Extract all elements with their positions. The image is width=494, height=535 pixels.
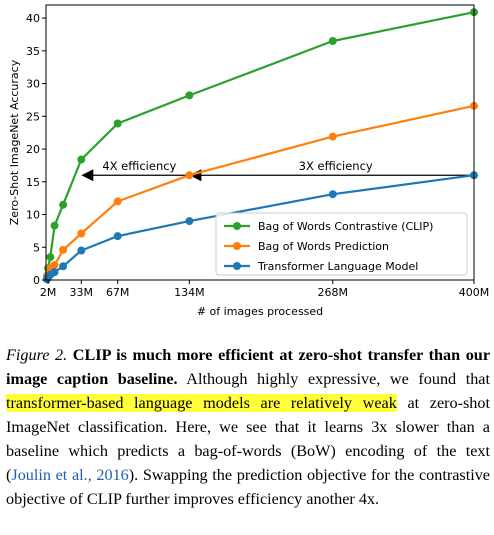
annotation-layer: 4X efficiency 3X efficiency bbox=[81, 159, 474, 182]
legend-swatch-marker bbox=[233, 242, 241, 250]
data-point bbox=[77, 229, 86, 238]
legend-swatch-marker bbox=[233, 262, 241, 270]
figure-label: Figure 2. bbox=[6, 346, 68, 364]
data-point bbox=[77, 155, 86, 164]
data-point bbox=[50, 268, 59, 277]
data-point bbox=[185, 91, 194, 100]
plot-frame bbox=[45, 4, 475, 281]
x-tick-label: 134M bbox=[174, 286, 205, 299]
data-point bbox=[328, 37, 337, 46]
data-point bbox=[185, 171, 194, 180]
data-point bbox=[50, 221, 59, 230]
data-point bbox=[328, 132, 337, 141]
y-tick-label: 15 bbox=[26, 176, 40, 189]
efficiency-arrow-head bbox=[81, 169, 94, 182]
accuracy-chart: 4X efficiency 3X efficiency 0 5 10 15 20 25 30 3… bbox=[8, 4, 489, 318]
legend-swatch-marker bbox=[233, 222, 241, 230]
data-point bbox=[59, 200, 68, 209]
caption-text-1: Although highly expressive, we found tha… bbox=[186, 370, 490, 388]
data-point bbox=[185, 217, 194, 226]
x-tick-label: 33M bbox=[70, 286, 94, 299]
x-tick-label: 400M bbox=[459, 286, 490, 299]
data-point bbox=[113, 232, 122, 241]
y-axis-label: Zero-Shot ImageNet Accuracy bbox=[8, 59, 21, 225]
y-tick-label: 35 bbox=[26, 45, 40, 58]
caption-text-2: at zero-shot ImageNet classification. He… bbox=[6, 394, 490, 484]
y-tick-label: 10 bbox=[26, 209, 40, 222]
data-point bbox=[46, 253, 55, 262]
y-tick-label: 0 bbox=[33, 274, 40, 287]
axis-ticks: 0 5 10 15 20 25 30 35 40 2M 33M 67M 134M 268M 400M bbox=[26, 12, 489, 299]
x-tick-label: 268M bbox=[318, 286, 349, 299]
y-tick-label: 30 bbox=[26, 78, 40, 91]
data-point bbox=[50, 260, 59, 269]
x-axis-label: # of images processed bbox=[197, 305, 323, 318]
legend-entry: Bag of Words Contrastive (CLIP) bbox=[258, 220, 433, 233]
x-tick-label: 2M bbox=[40, 286, 57, 299]
series-line bbox=[46, 11, 475, 277]
data-point bbox=[113, 119, 122, 128]
legend-box bbox=[215, 212, 468, 276]
legend-entry: Transformer Language Model bbox=[257, 260, 418, 273]
citation-link[interactable]: Joulin et al., 2016 bbox=[11, 466, 129, 484]
y-tick-label: 25 bbox=[26, 110, 40, 123]
data-point bbox=[328, 190, 337, 199]
figure-caption: Figure 2. CLIP is much more efficient at… bbox=[6, 343, 490, 511]
legend: Bag of Words Contrastive (CLIP) Bag of Wo… bbox=[215, 212, 468, 276]
y-tick-label: 20 bbox=[26, 143, 40, 156]
data-point bbox=[113, 197, 122, 206]
y-tick-label: 5 bbox=[33, 241, 40, 254]
data-point bbox=[59, 245, 68, 254]
data-point bbox=[59, 262, 68, 271]
efficiency-annotation: 3X efficiency bbox=[299, 159, 373, 173]
data-point bbox=[77, 246, 86, 255]
caption-text-3: ). Swapping the prediction objective for… bbox=[6, 466, 490, 508]
x-tick-label: 67M bbox=[106, 286, 130, 299]
y-tick-label: 40 bbox=[26, 12, 40, 25]
legend-entry: Bag of Words Prediction bbox=[258, 240, 389, 253]
efficiency-annotation: 4X efficiency bbox=[102, 159, 176, 173]
caption-highlight: transformer-based language models are re… bbox=[6, 394, 397, 412]
caption-bold-title: CLIP is much more efficient at zero-shot… bbox=[6, 346, 490, 388]
